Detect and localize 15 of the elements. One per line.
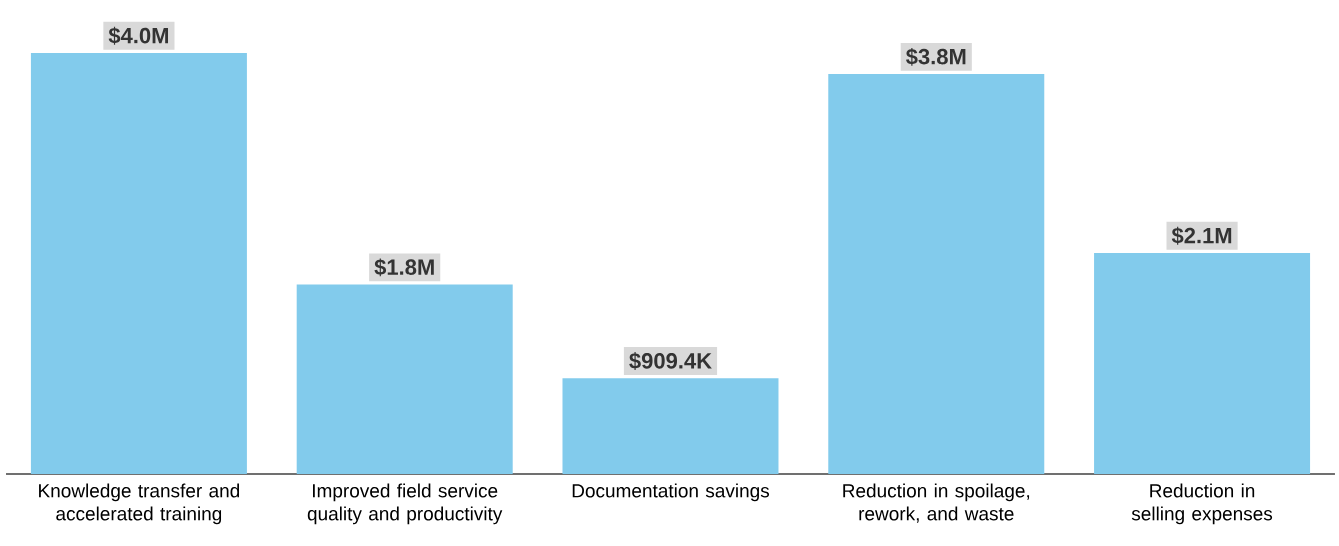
bar — [562, 378, 779, 474]
data-label: $3.8M — [905, 47, 966, 66]
x-tick-label: Documentation savings — [572, 483, 770, 502]
bar — [30, 52, 247, 474]
data-label: $4.0M — [108, 26, 169, 45]
data-label: $2.1M — [1171, 226, 1232, 245]
data-label: $909.4K — [629, 352, 712, 371]
x-tick-label: Reduction in spoilage, rework, and waste — [843, 483, 1030, 523]
data-label: $1.8M — [374, 258, 434, 277]
x-tick-label: Reduction in selling expenses — [1131, 483, 1273, 525]
bar — [296, 284, 513, 474]
bar — [1094, 252, 1311, 474]
x-tick-label: Knowledge transfer and accelerated training — [39, 483, 240, 525]
x-tick-label: Improved field service quality and productivity — [307, 483, 503, 525]
bar — [828, 74, 1045, 474]
